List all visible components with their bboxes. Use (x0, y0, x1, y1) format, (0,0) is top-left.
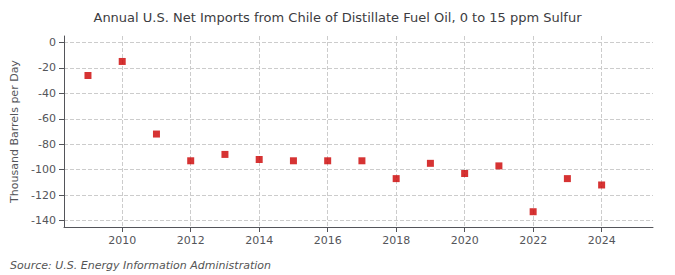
svg-text:2018: 2018 (382, 234, 410, 247)
svg-text:2010: 2010 (108, 234, 136, 247)
svg-text:Thousand Barrels per Day: Thousand Barrels per Day (8, 60, 21, 204)
svg-text:2022: 2022 (519, 234, 547, 247)
svg-text:-120: -120 (31, 189, 56, 202)
svg-text:2014: 2014 (245, 234, 273, 247)
svg-text:-20: -20 (38, 61, 56, 74)
svg-text:2020: 2020 (451, 234, 479, 247)
svg-text:2012: 2012 (177, 234, 205, 247)
svg-text:2024: 2024 (588, 234, 616, 247)
svg-text:-100: -100 (31, 163, 56, 176)
svg-text:Annual U.S. Net Imports from C: Annual U.S. Net Imports from Chile of Di… (93, 10, 582, 25)
svg-text:-40: -40 (38, 87, 56, 100)
svg-text:-80: -80 (38, 138, 56, 151)
svg-text:2016: 2016 (314, 234, 342, 247)
svg-text:-140: -140 (31, 214, 56, 227)
svg-text:Source: U.S. Energy Informatio: Source: U.S. Energy Information Administ… (10, 259, 271, 272)
svg-text:0: 0 (49, 36, 56, 49)
svg-text:-60: -60 (38, 112, 56, 125)
